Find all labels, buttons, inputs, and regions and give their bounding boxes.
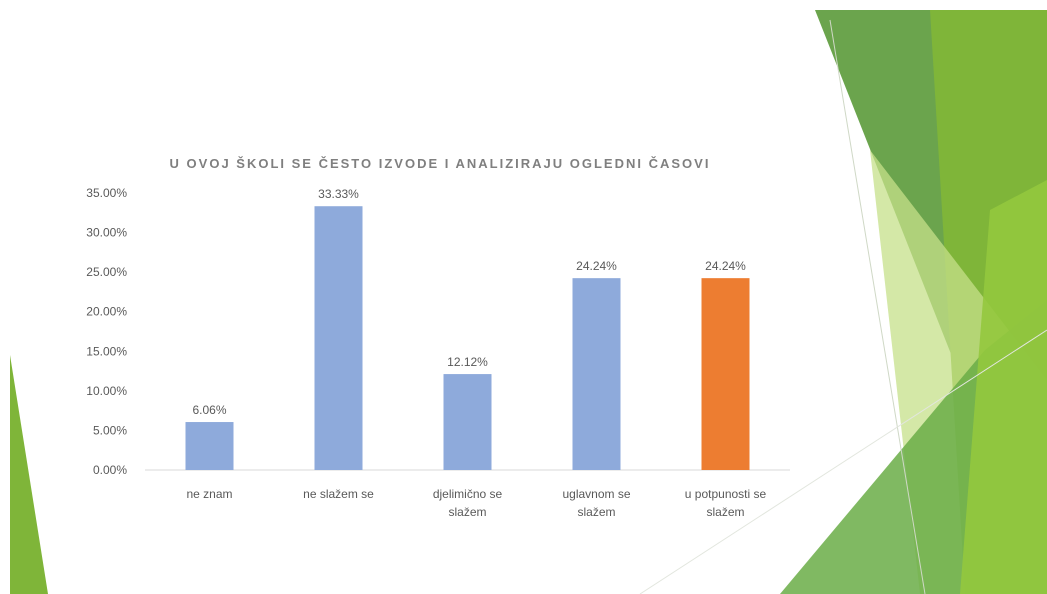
bar (185, 422, 234, 470)
right-deco-shape-lime (960, 180, 1047, 594)
bar (701, 278, 750, 470)
y-tick-label: 35.00% (86, 186, 127, 200)
data-label: 6.06% (192, 403, 226, 417)
bar (572, 278, 621, 470)
x-tick-label: uglavnom se (562, 487, 630, 501)
left-green-sliver (10, 355, 48, 594)
y-tick-label: 20.00% (86, 305, 127, 319)
y-tick-label: 30.00% (86, 226, 127, 240)
bar (314, 206, 363, 470)
y-tick-label: 5.00% (93, 423, 127, 437)
y-tick-label: 0.00% (93, 463, 127, 477)
x-tick-label: djelimično se (433, 487, 503, 501)
data-label: 12.12% (447, 355, 488, 369)
chart-title: U OVOJ ŠKOLI SE ČESTO IZVODE I ANALIZIRA… (169, 156, 711, 171)
x-tick-label: ne slažem se (303, 487, 374, 501)
x-tick-label: u potpunosti se (685, 487, 767, 501)
y-tick-label: 10.00% (86, 384, 127, 398)
bar (443, 374, 492, 470)
data-label: 24.24% (705, 259, 746, 273)
y-tick-label: 25.00% (86, 265, 127, 279)
x-tick-label: ne znam (186, 487, 232, 501)
x-tick-label: slažem (706, 505, 744, 519)
x-tick-label: slažem (577, 505, 615, 519)
data-label: 33.33% (318, 187, 359, 201)
deco-line (829, 19, 926, 594)
x-tick-label: slažem (448, 505, 486, 519)
deco-line (639, 329, 1047, 594)
y-tick-label: 15.00% (86, 344, 127, 358)
data-label: 24.24% (576, 259, 617, 273)
